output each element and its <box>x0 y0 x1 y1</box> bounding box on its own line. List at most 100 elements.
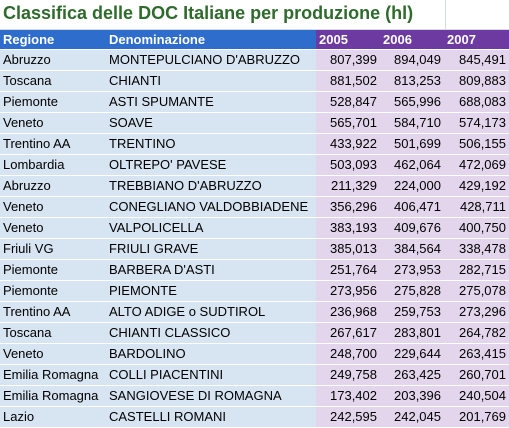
cell-2005[interactable]: 273,956 <box>316 280 380 302</box>
cell-regione[interactable]: Piemonte <box>0 280 106 302</box>
cell-2006[interactable]: 283,801 <box>380 322 444 344</box>
cell-denominazione[interactable]: ALTO ADIGE o SUDTIROL <box>106 301 316 323</box>
cell-2005[interactable]: 251,764 <box>316 259 380 281</box>
cell-regione[interactable]: Veneto <box>0 217 106 239</box>
cell-2005[interactable]: 236,968 <box>316 301 380 323</box>
cell-regione[interactable]: Veneto <box>0 196 106 218</box>
cell-2005[interactable]: 385,013 <box>316 238 380 260</box>
cell-2005[interactable]: 249,758 <box>316 364 380 386</box>
cell-2006[interactable]: 813,253 <box>380 70 444 92</box>
cell-2006[interactable]: 229,644 <box>380 343 444 365</box>
cell-denominazione[interactable]: CHIANTI <box>106 70 316 92</box>
title-row[interactable]: Classifica delle DOC Italiane per produz… <box>0 0 509 30</box>
cell-2006[interactable]: 501,699 <box>380 133 444 155</box>
cell-denominazione[interactable]: SOAVE <box>106 112 316 134</box>
cell-2007[interactable]: 429,192 <box>444 175 509 197</box>
cell-regione[interactable]: Emilia Romagna <box>0 364 106 386</box>
header-regione[interactable]: Regione <box>0 30 106 50</box>
cell-2005[interactable]: 267,617 <box>316 322 380 344</box>
cell-2005[interactable]: 248,700 <box>316 343 380 365</box>
cell-2007[interactable]: 428,711 <box>444 196 509 218</box>
table-row: Veneto VALPOLICELLA 383,193 409,676 400,750 <box>0 217 509 239</box>
cell-2007[interactable]: 472,069 <box>444 154 509 176</box>
cell-2005[interactable]: 173,402 <box>316 385 380 407</box>
cell-regione[interactable]: Abruzzo <box>0 175 106 197</box>
cell-denominazione[interactable]: ASTI SPUMANTE <box>106 91 316 113</box>
cell-denominazione[interactable]: CONEGLIANO VALDOBBIADENE <box>106 196 316 218</box>
cell-2006[interactable]: 409,676 <box>380 217 444 239</box>
header-denominazione[interactable]: Denominazione <box>106 30 316 50</box>
cell-denominazione[interactable]: OLTREPO' PAVESE <box>106 154 316 176</box>
table-row: Lazio CASTELLI ROMANI 242,595 242,045 201,76… <box>0 406 509 428</box>
cell-2007[interactable]: 260,701 <box>444 364 509 386</box>
header-2007[interactable]: 2007 <box>444 30 509 50</box>
cell-regione[interactable]: Lazio <box>0 406 106 428</box>
cell-2005[interactable]: 211,329 <box>316 175 380 197</box>
cell-2005[interactable]: 383,193 <box>316 217 380 239</box>
cell-2007[interactable]: 845,491 <box>444 49 509 71</box>
cell-2005[interactable]: 807,399 <box>316 49 380 71</box>
cell-2007[interactable]: 688,083 <box>444 91 509 113</box>
cell-regione[interactable]: Piemonte <box>0 91 106 113</box>
cell-2006[interactable]: 462,064 <box>380 154 444 176</box>
cell-2005[interactable]: 356,296 <box>316 196 380 218</box>
cell-2006[interactable]: 894,049 <box>380 49 444 71</box>
cell-2006[interactable]: 584,710 <box>380 112 444 134</box>
cell-denominazione[interactable]: PIEMONTE <box>106 280 316 302</box>
cell-2006[interactable]: 259,753 <box>380 301 444 323</box>
cell-regione[interactable]: Veneto <box>0 343 106 365</box>
cell-2007[interactable]: 574,173 <box>444 112 509 134</box>
cell-regione[interactable]: Friuli VG <box>0 238 106 260</box>
cell-2007[interactable]: 263,415 <box>444 343 509 365</box>
cell-2007[interactable]: 264,782 <box>444 322 509 344</box>
cell-regione[interactable]: Piemonte <box>0 259 106 281</box>
cell-2005[interactable]: 242,595 <box>316 406 380 428</box>
cell-regione[interactable]: Trentino AA <box>0 133 106 155</box>
cell-regione[interactable]: Toscana <box>0 322 106 344</box>
sheet-title[interactable]: Classifica delle DOC Italiane per produz… <box>3 3 414 23</box>
cell-2006[interactable]: 565,996 <box>380 91 444 113</box>
cell-denominazione[interactable]: MONTEPULCIANO D'ABRUZZO <box>106 49 316 71</box>
cell-2006[interactable]: 263,425 <box>380 364 444 386</box>
cell-denominazione[interactable]: SANGIOVESE DI ROMAGNA <box>106 385 316 407</box>
cell-2007[interactable]: 809,883 <box>444 70 509 92</box>
cell-2006[interactable]: 406,471 <box>380 196 444 218</box>
cell-regione[interactable]: Emilia Romagna <box>0 385 106 407</box>
cell-denominazione[interactable]: BARBERA D'ASTI <box>106 259 316 281</box>
cell-denominazione[interactable]: CHIANTI CLASSICO <box>106 322 316 344</box>
cell-2007[interactable]: 275,078 <box>444 280 509 302</box>
cell-2006[interactable]: 203,396 <box>380 385 444 407</box>
cell-2006[interactable]: 275,828 <box>380 280 444 302</box>
cell-denominazione[interactable]: VALPOLICELLA <box>106 217 316 239</box>
cell-denominazione[interactable]: TRENTINO <box>106 133 316 155</box>
cell-2007[interactable]: 506,155 <box>444 133 509 155</box>
cell-2006[interactable]: 384,564 <box>380 238 444 260</box>
cell-2007[interactable]: 400,750 <box>444 217 509 239</box>
cell-2005[interactable]: 528,847 <box>316 91 380 113</box>
cell-regione[interactable]: Abruzzo <box>0 49 106 71</box>
cell-denominazione[interactable]: COLLI PIACENTINI <box>106 364 316 386</box>
cell-2006[interactable]: 273,953 <box>380 259 444 281</box>
cell-denominazione[interactable]: CASTELLI ROMANI <box>106 406 316 428</box>
table-row: Veneto BARDOLINO 248,700 229,644 263,415 <box>0 343 509 365</box>
cell-regione[interactable]: Toscana <box>0 70 106 92</box>
cell-2007[interactable]: 338,478 <box>444 238 509 260</box>
cell-2005[interactable]: 881,502 <box>316 70 380 92</box>
cell-regione[interactable]: Veneto <box>0 112 106 134</box>
cell-2007[interactable]: 201,769 <box>444 406 509 428</box>
cell-2007[interactable]: 273,296 <box>444 301 509 323</box>
cell-2006[interactable]: 242,045 <box>380 406 444 428</box>
cell-2005[interactable]: 503,093 <box>316 154 380 176</box>
header-2005[interactable]: 2005 <box>316 30 380 50</box>
cell-regione[interactable]: Trentino AA <box>0 301 106 323</box>
cell-denominazione[interactable]: FRIULI GRAVE <box>106 238 316 260</box>
header-2006[interactable]: 2006 <box>380 30 444 50</box>
cell-2006[interactable]: 224,000 <box>380 175 444 197</box>
cell-2005[interactable]: 433,922 <box>316 133 380 155</box>
cell-2005[interactable]: 565,701 <box>316 112 380 134</box>
cell-regione[interactable]: Lombardia <box>0 154 106 176</box>
cell-2007[interactable]: 282,715 <box>444 259 509 281</box>
cell-2007[interactable]: 240,504 <box>444 385 509 407</box>
cell-denominazione[interactable]: TREBBIANO D'ABRUZZO <box>106 175 316 197</box>
cell-denominazione[interactable]: BARDOLINO <box>106 343 316 365</box>
